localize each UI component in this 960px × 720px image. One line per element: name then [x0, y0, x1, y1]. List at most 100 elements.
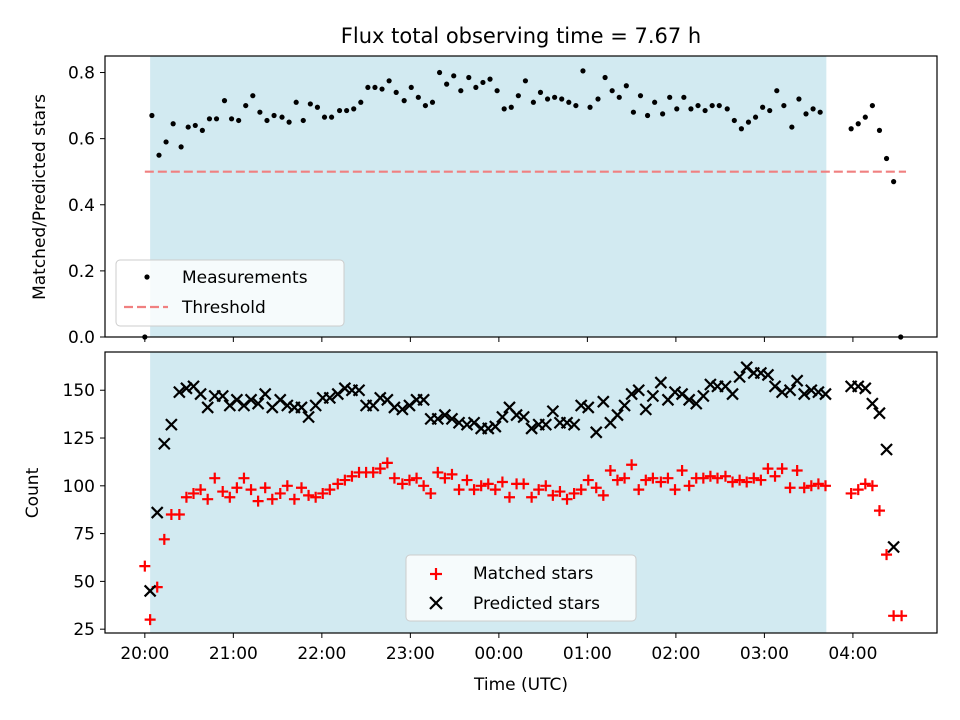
measurement-point: [480, 79, 486, 86]
measurement-point: [552, 94, 558, 100]
predicted-point: [866, 397, 879, 410]
measurement-point: [393, 89, 399, 95]
measurement-point: [264, 117, 270, 124]
measurement-point: [817, 109, 823, 115]
chart-title: Flux total observing time = 7.67 h: [341, 24, 701, 48]
measurement-point: [487, 76, 493, 82]
predicted-point: [201, 401, 214, 414]
matched-point: [453, 484, 465, 496]
predicted-point: [597, 395, 610, 408]
matched-point: [274, 487, 286, 499]
matched-point: [734, 474, 746, 486]
matched-point: [266, 493, 278, 505]
predicted-point: [194, 387, 207, 401]
matched-point: [582, 474, 594, 486]
measurement-point: [358, 99, 364, 105]
predicted-point: [618, 399, 631, 412]
measurement-point: [760, 104, 766, 110]
matched-point: [518, 478, 530, 490]
top-ytick-label: 0.4: [68, 196, 95, 216]
matched-point: [332, 478, 344, 490]
predicted-point: [560, 416, 574, 430]
predicted-point: [431, 412, 445, 426]
measurement-point: [271, 112, 277, 119]
bottom-xtick-label: 04:00: [828, 644, 877, 664]
measurement-point: [848, 126, 854, 132]
predicted-point: [726, 387, 739, 401]
matched-point: [662, 472, 674, 484]
predicted-point: [646, 389, 660, 403]
measurement-point: [573, 102, 579, 109]
legend-matched-marker: [430, 568, 442, 580]
bottom-yticks: 25 50 75 100 125 150: [63, 381, 105, 640]
bottom-ylabel: Count: [23, 467, 43, 518]
measurement-point: [644, 112, 651, 119]
matched-point: [647, 472, 659, 484]
predicted-point: [754, 366, 768, 380]
matched-point: [411, 472, 423, 484]
measurement-point: [767, 107, 773, 114]
measurement-point: [221, 98, 228, 104]
top-yticks: 0.0 0.2 0.4 0.6 0.8: [68, 64, 105, 348]
predicted-point: [396, 403, 409, 416]
matched-point: [805, 480, 817, 492]
measurement-point: [688, 106, 694, 112]
matched-point: [144, 614, 156, 626]
measurement-point: [436, 69, 443, 76]
matched-point: [769, 470, 781, 482]
measurement-point: [544, 96, 551, 102]
matched-point: [374, 463, 386, 475]
measurement-point: [623, 83, 629, 89]
matched-point: [819, 480, 831, 492]
matched-point: [852, 484, 864, 496]
bottom-points: [139, 361, 908, 626]
predicted-point: [790, 374, 804, 387]
matched-point: [719, 470, 731, 482]
matched-point: [791, 465, 803, 477]
predicted-point: [783, 383, 797, 397]
matched-point: [711, 472, 723, 484]
measurement-point: [408, 84, 414, 91]
predicted-point: [295, 401, 308, 414]
matched-point: [245, 484, 257, 496]
legend-predicted-label: Predicted stars: [473, 594, 600, 614]
matched-point: [626, 459, 638, 471]
predicted-point: [258, 387, 272, 401]
predicted-point: [539, 418, 553, 431]
measurement-point: [336, 107, 343, 114]
predicted-point: [244, 393, 258, 407]
measurements-panel: 0.00.20.40.60.8 Matched/Predicted stars …: [30, 55, 938, 348]
matched-point: [388, 472, 400, 484]
matched-point: [482, 478, 494, 490]
predicted-point: [873, 406, 886, 420]
predicted-point: [281, 399, 294, 412]
matched-point: [575, 484, 587, 496]
matched-point: [568, 487, 580, 499]
legend-measurements-marker: [144, 274, 150, 280]
measurement-point: [236, 117, 242, 124]
measurement-point: [630, 109, 637, 115]
counts-panel: 25 50 75 100 125 150 20:00 21:00 22:00 23:00 00:0…: [23, 351, 938, 695]
measurement-point: [515, 93, 521, 99]
measurement-point: [192, 122, 198, 129]
measurement-point: [257, 109, 263, 115]
matched-point: [439, 472, 451, 484]
measurement-point: [372, 84, 378, 91]
measurement-point: [781, 102, 787, 109]
measurement-point: [559, 96, 565, 102]
bottom-ytick-label: 25: [73, 620, 95, 640]
measurement-point: [185, 124, 191, 130]
measurement-point: [401, 98, 407, 104]
matched-point: [209, 472, 221, 484]
matched-point: [676, 465, 688, 477]
predicted-point: [525, 422, 538, 435]
matched-point: [540, 480, 552, 492]
matched-point: [475, 480, 487, 492]
matched-point: [859, 478, 871, 490]
matched-point: [866, 480, 878, 492]
matched-point: [195, 484, 207, 496]
bottom-ytick-label: 50: [73, 572, 95, 592]
measurement-point: [587, 104, 593, 110]
matched-point: [503, 491, 515, 503]
